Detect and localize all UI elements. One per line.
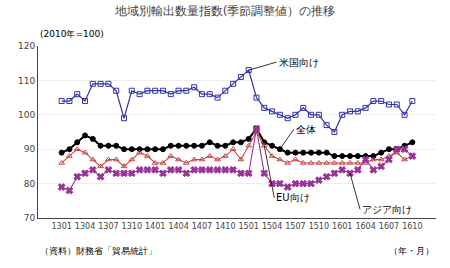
svg-text:1310: 1310: [122, 222, 142, 231]
svg-text:地域別輸出数量指数(季節調整値）の推移: 地域別輸出数量指数(季節調整値）の推移: [114, 4, 336, 18]
svg-text:(2010年=100): (2010年=100): [40, 29, 104, 39]
svg-text:1401: 1401: [145, 222, 165, 231]
svg-text:1501: 1501: [239, 222, 259, 231]
svg-text:1507: 1507: [285, 222, 305, 231]
svg-text:1307: 1307: [98, 222, 118, 231]
svg-text:1410: 1410: [215, 222, 235, 231]
svg-text:120: 120: [18, 41, 35, 51]
svg-text:100: 100: [18, 110, 35, 120]
svg-text:1301: 1301: [51, 222, 71, 231]
svg-text:EU向け: EU向け: [276, 192, 310, 203]
svg-text:1601: 1601: [332, 222, 352, 231]
svg-text:（資料）財務省「貿易統計」: （資料）財務省「貿易統計」: [40, 246, 157, 256]
svg-text:1304: 1304: [75, 222, 95, 231]
svg-text:1607: 1607: [379, 222, 399, 231]
svg-text:1404: 1404: [168, 222, 188, 231]
svg-text:1610: 1610: [402, 222, 422, 231]
svg-text:1504: 1504: [262, 222, 282, 231]
svg-text:米国向け: 米国向け: [279, 57, 319, 68]
svg-text:（年・月）: （年・月）: [389, 246, 434, 256]
svg-text:全体: 全体: [296, 124, 316, 135]
svg-text:1510: 1510: [309, 222, 329, 231]
svg-text:70: 70: [24, 213, 36, 223]
svg-text:80: 80: [24, 179, 36, 189]
svg-text:アジア向け: アジア向け: [362, 204, 412, 215]
svg-text:1407: 1407: [192, 222, 212, 231]
svg-text:1604: 1604: [355, 222, 375, 231]
svg-text:90: 90: [24, 144, 36, 154]
svg-text:110: 110: [18, 76, 35, 86]
